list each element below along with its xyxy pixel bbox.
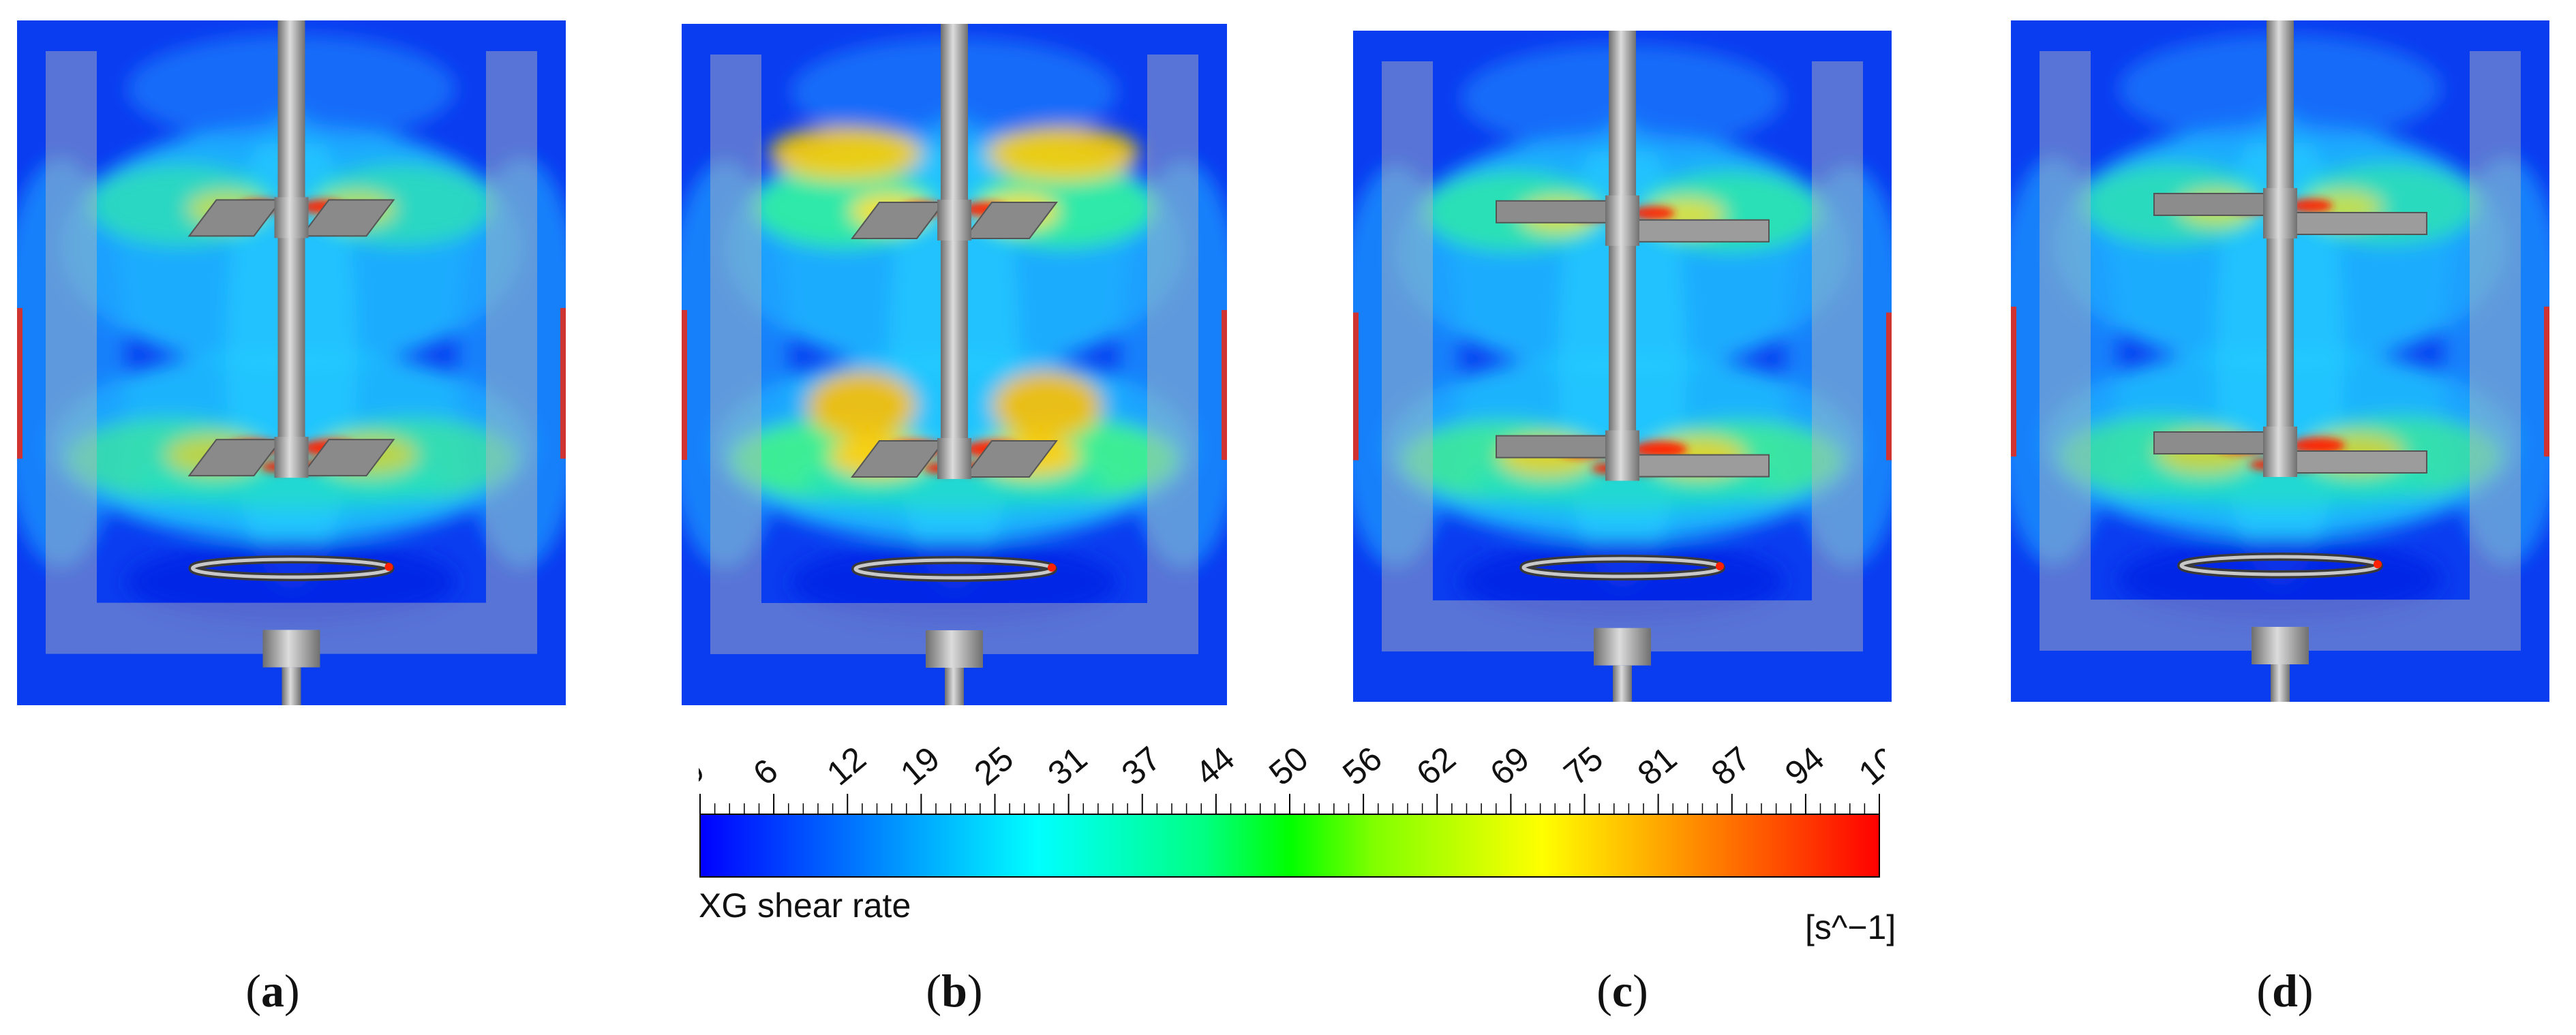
baffle-frame [2040,51,2521,651]
colorbar-tick-label: 62 [1409,739,1463,793]
ring-sparger [2177,553,2383,578]
wall-shear-right [2544,307,2549,457]
bottom-pipe [945,668,964,705]
colorbar-tick-label: 87 [1704,739,1758,793]
ring-sparger [851,556,1057,582]
panel-b [682,24,1227,705]
colorbar-tick-label: 100 [1851,727,1885,793]
bottom-nozzle [262,630,320,668]
upper-impeller [850,200,1059,241]
impeller-shaft [277,20,305,466]
colorbar-tick-label: 6 [746,752,785,793]
wall-shear-left [1353,312,1359,461]
upper-impeller [187,197,395,238]
bottom-pipe [282,667,301,705]
impeller-shaft [1609,31,1636,467]
bottom-pipe [2271,664,2290,702]
colorbar-tick-label: 81 [1631,739,1684,793]
ring-sparger [188,555,395,581]
upper-impeller [2153,188,2427,238]
colorbar-tick-label: 31 [1041,739,1095,793]
colorbar-gradient [699,814,1880,878]
colorbar-tick-label: 56 [1335,739,1389,793]
wall-shear-right [1222,310,1227,460]
wall-shear-right [1886,312,1892,461]
baffle-frame [710,55,1198,654]
colorbar-tick-label: 12 [819,739,873,793]
lower-impeller [2153,427,2427,477]
colorbar-tick-label: 75 [1557,739,1611,793]
lower-impeller [850,438,1059,479]
bottom-nozzle [2252,627,2309,664]
caption-a: (a) [245,965,300,1017]
colorbar-tick-label: 25 [967,739,1021,793]
caption-d: (d) [2256,965,2314,1017]
wall-shear-right [560,308,566,459]
ring-sparger [1519,555,1725,581]
bottom-nozzle [1594,628,1651,666]
bottom-pipe [1613,665,1632,702]
impeller-shaft [2267,20,2294,463]
colorbar-tick-label: 19 [893,739,947,793]
colorbar-title: XG shear rate [699,886,911,925]
colorbar-tick-label: 69 [1483,739,1536,793]
caption-c: (c) [1596,965,1648,1017]
shear-field-a [17,20,566,705]
bottom-nozzle [926,630,983,668]
lower-impeller [187,437,395,478]
colorbar-tick-label: 44 [1188,739,1242,793]
colorbar: 0 6 12 19 25 31 37 44 50 56 62 69 75 81 87 94 100 [672,722,1920,882]
wall-shear-left [2011,307,2016,457]
panel-c [1353,31,1892,702]
panel-d [2011,20,2549,702]
panel-a [17,20,566,705]
shear-field-c [1353,31,1892,702]
caption-b: (b) [926,965,983,1017]
upper-impeller [1496,195,1770,246]
shear-field-d [2011,20,2549,702]
wall-shear-left [17,308,22,459]
colorbar-tick-label: 94 [1778,739,1832,793]
colorbar-tick-label: 37 [1115,739,1168,793]
colorbar-unit: [s^−1] [1805,908,1896,946]
impeller-shaft [941,24,968,467]
wall-shear-left [682,310,687,460]
lower-impeller [1496,430,1770,481]
baffle-frame [1382,61,1863,652]
colorbar-tick-label: 0 [699,752,711,793]
shear-field-b [682,24,1227,705]
colorbar-tick-label: 50 [1262,739,1316,793]
